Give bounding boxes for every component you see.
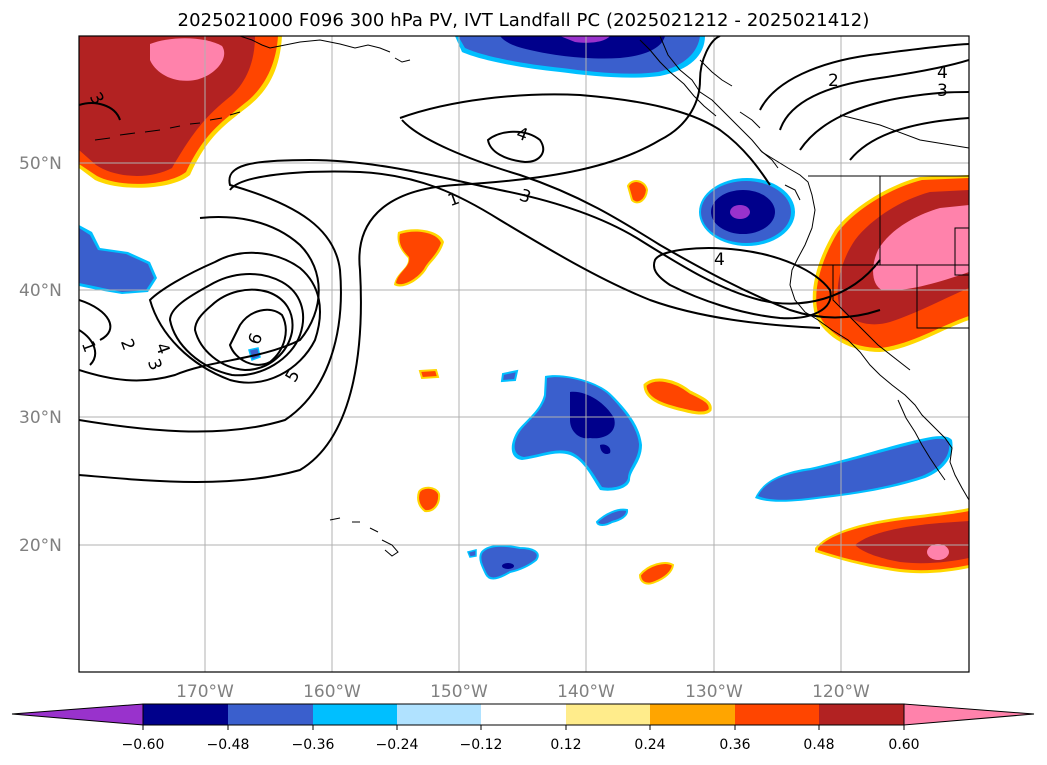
colorbar-tick: −0.48 xyxy=(207,737,250,753)
pv-anomaly-negative-gulf-of-alaska xyxy=(455,36,705,78)
lat-label-20n: 20°N xyxy=(19,536,62,556)
pv-anomaly-negative-subtropical xyxy=(755,436,953,502)
contour-label-4-northeast: 4 xyxy=(937,63,948,83)
colorbar-bin-6 xyxy=(566,704,650,725)
coastlines xyxy=(94,36,969,557)
map-frame xyxy=(78,35,970,673)
pv-anomaly-negative-pacific-northwest xyxy=(699,178,795,246)
colorbar-bin-9 xyxy=(819,704,904,725)
colorbar-bin-4 xyxy=(397,704,481,725)
pv-anomaly-positive-d xyxy=(417,486,441,513)
pv-anomaly-positive-small-b xyxy=(626,180,649,204)
longitude-labels: 170°W 160°W 150°W 140°W 130°W 120°W xyxy=(176,682,870,702)
colorbar-bin-3 xyxy=(313,704,397,725)
colorbar-tick: −0.12 xyxy=(460,737,503,753)
colorbar-bin-2 xyxy=(228,704,313,725)
contour-label-3-northeast: 3 xyxy=(937,81,948,101)
pv-anomaly-positive-southeast xyxy=(815,508,969,574)
colorbar-bin-8 xyxy=(735,704,819,725)
lat-label-30n: 30°N xyxy=(19,408,62,428)
pv-anomaly-positive-small-a xyxy=(394,229,444,287)
pv-anomaly-negative-tiny xyxy=(500,369,519,383)
pv-anomaly-negative-west xyxy=(79,225,157,294)
colorbar-tick: −0.36 xyxy=(292,737,335,753)
contour-label-4-east: 4 xyxy=(714,250,725,270)
colorbar-extend-high xyxy=(903,703,1035,726)
pv-anomaly-positive-us-west xyxy=(812,175,969,352)
colorbar-bin-1 xyxy=(143,704,228,725)
lon-label-150w: 150°W xyxy=(430,682,488,702)
map-title: 2025021000 F096 300 hPa PV, IVT Landfall… xyxy=(177,10,870,31)
pv-anomaly-positive-tiny xyxy=(418,368,440,380)
pv-anomaly-negative-f xyxy=(479,544,539,580)
pv-anomaly-negative-central xyxy=(511,375,642,491)
colorbar-tick: 0.24 xyxy=(634,737,665,753)
colorbar: −0.60 −0.48 −0.36 −0.24 −0.12 0.12 0.24 … xyxy=(11,703,1035,753)
lon-label-140w: 140°W xyxy=(557,682,615,702)
map-gridlines xyxy=(79,36,969,672)
lat-label-50n: 50°N xyxy=(19,154,62,174)
latitude-labels: 50°N 40°N 30°N 20°N xyxy=(19,154,62,556)
colorbar-tick: −0.24 xyxy=(376,737,419,753)
lon-label-170w: 170°W xyxy=(176,682,234,702)
contour-label-2-northeast: 2 xyxy=(828,71,839,91)
colorbar-tick: 0.48 xyxy=(803,737,834,753)
pv-anomaly-positive-g xyxy=(638,562,675,585)
colorbar-extend-low xyxy=(11,703,144,726)
colorbar-tick: 0.60 xyxy=(888,737,919,753)
colorbar-bin-7 xyxy=(650,704,735,725)
ivt-contours xyxy=(79,36,969,483)
map-panel: 1 3 4 4 2 4 3 3 1 2 4 3 6 5 xyxy=(79,36,969,672)
lat-label-40n: 40°N xyxy=(19,281,62,301)
colorbar-frame xyxy=(142,703,905,726)
lon-label-130w: 130°W xyxy=(685,682,743,702)
lon-label-120w: 120°W xyxy=(812,682,870,702)
pv-anomaly-positive-northwest xyxy=(79,36,282,188)
pv-anomaly-positive-c xyxy=(643,378,712,415)
colorbar-tick: 0.12 xyxy=(550,737,581,753)
lon-label-160w: 160°W xyxy=(303,682,361,702)
colorbar-bin-5 xyxy=(481,704,566,725)
colorbar-tick: 0.36 xyxy=(719,737,750,753)
colorbar-tick: −0.60 xyxy=(122,737,165,753)
pv-anomaly-negative-e xyxy=(595,508,629,526)
pv-anomaly-negative-tiny-2 xyxy=(466,549,477,558)
